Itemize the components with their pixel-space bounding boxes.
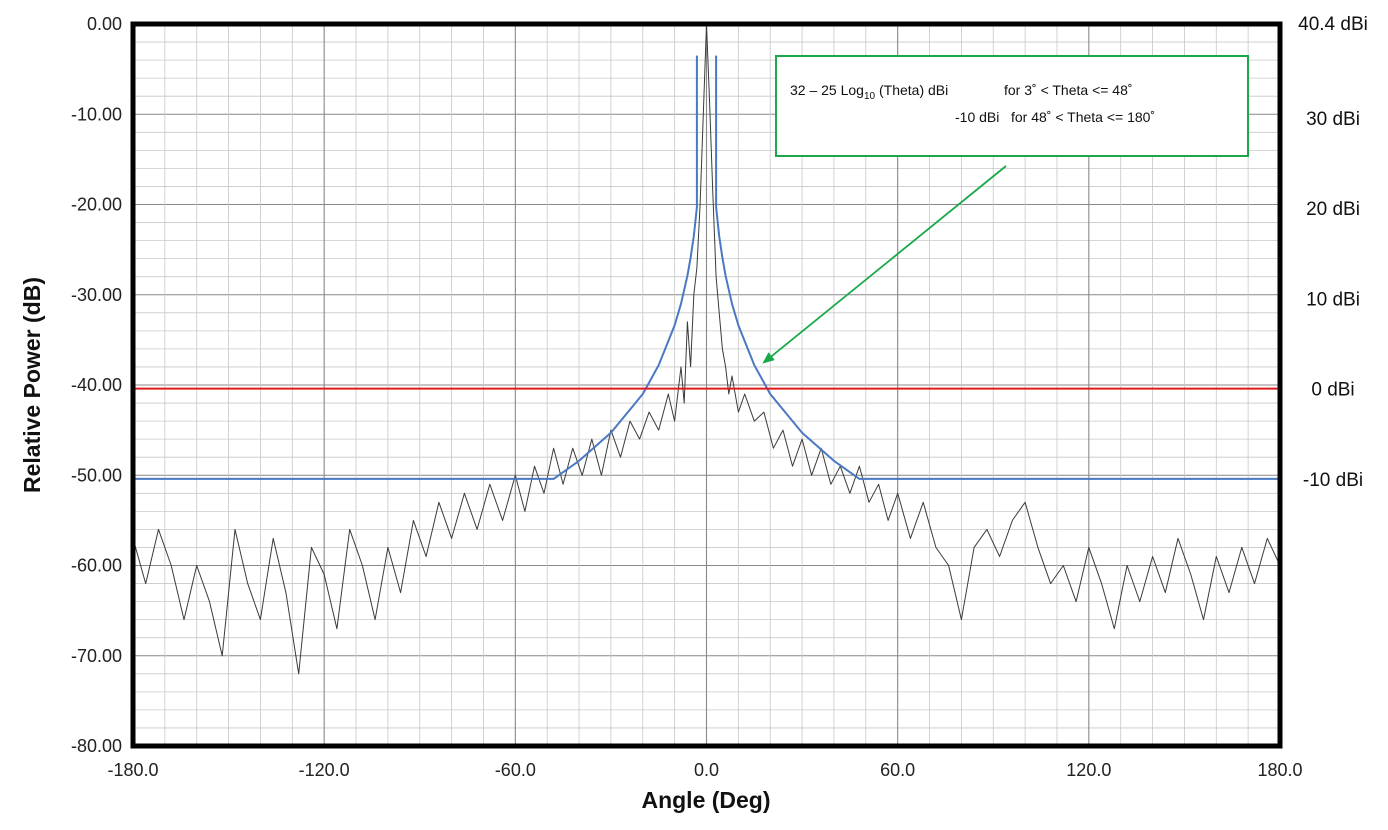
x-tick-label: -120.0 [299,760,350,780]
annotation-arrow [762,165,1007,364]
x-tick-label: 180.0 [1257,760,1302,780]
x-axis-title: Angle (Deg) [641,787,770,813]
secondary-axis-label: 10 dBi [1306,289,1360,310]
y-tick-label: -80.00 [71,736,122,756]
y-tick-label: -10.00 [71,104,122,124]
y-tick-label: 0.00 [87,14,122,34]
secondary-axis-labels: 40.4 dBi 30 dBi 20 dBi 10 dBi 0 dBi -10 dBi [1298,14,1368,491]
annotation-line-2: -10 dBi for 48˚ < Theta <= 180˚ [955,109,1155,125]
annotation-line-1-unit: (Theta) dBi [875,82,948,98]
x-tick-labels: -180.0 -120.0 -60.0 0.0 60.0 120.0 180.0 [107,760,1302,780]
annotation-box [775,55,1249,157]
secondary-axis-label: 40.4 dBi [1298,14,1368,35]
secondary-axis-label: 20 dBi [1306,199,1360,220]
y-tick-labels: 0.00 -10.00 -20.00 -30.00 -40.00 -50.00 -60.00… [71,14,122,756]
plot-frame [130,21,1283,749]
annotation-line-1-formula: 32 – 25 Log [790,82,864,98]
y-tick-label: -70.00 [71,646,122,666]
secondary-axis-label: 0 dBi [1311,380,1354,401]
y-tick-label: -40.00 [71,375,122,395]
x-tick-label: -60.0 [495,760,536,780]
y-tick-label: -20.00 [71,195,122,215]
series-line-2 [715,55,1280,480]
formula-annotation: 32 – 25 Log10 (Theta) dBi for 3˚ < Theta … [762,55,1249,364]
secondary-axis-label: 30 dBi [1306,109,1360,130]
annotation-line-2-range: for 48˚ < Theta <= 180˚ [1011,109,1155,125]
annotation-line-2-value: -10 dBi [955,109,999,125]
y-tick-label: -60.00 [71,556,122,576]
y-tick-label: -50.00 [71,465,122,485]
annotation-line-1-range: for 3˚ < Theta <= 48˚ [1004,82,1133,98]
x-tick-label: -180.0 [107,760,158,780]
x-tick-label: 0.0 [694,760,719,780]
annotation-line-1: 32 – 25 Log10 (Theta) dBi for 3˚ < Theta … [790,82,1133,102]
y-axis-title: Relative Power (dB) [19,277,45,493]
annotation-subscript: 10 [864,91,876,102]
y-tick-label: -30.00 [71,285,122,305]
secondary-axis-label: -10 dBi [1303,470,1363,491]
series-line-1 [133,55,698,480]
x-tick-label: 60.0 [880,760,915,780]
x-tick-label: 120.0 [1066,760,1111,780]
